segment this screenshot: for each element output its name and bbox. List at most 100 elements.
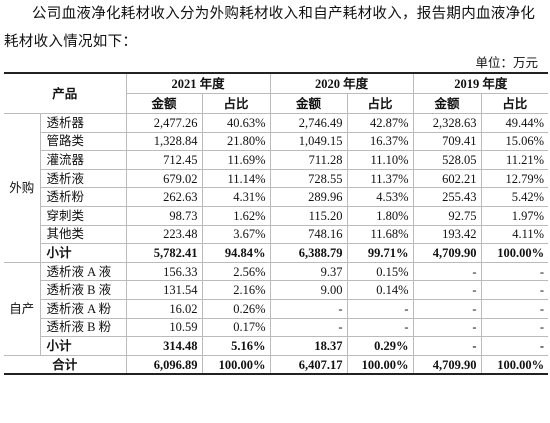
- cell: -: [346, 298, 414, 319]
- cell: 602.21: [412, 168, 482, 189]
- cell: 262.63: [125, 187, 203, 207]
- subtotal-label: 小计: [40, 243, 127, 263]
- data-row: 灌流器 712.45 11.69% 711.28 11.10% 528.05 11.21%: [4, 150, 549, 170]
- cell: 10.59: [125, 317, 203, 338]
- cell: 193.42: [412, 224, 482, 245]
- data-row: 其他类 223.48 3.67% 748.16 11.68% 193.42 4.11%: [4, 224, 549, 245]
- cell: 21.80%: [201, 131, 271, 152]
- header-product: 产品: [4, 72, 127, 114]
- cell: 6,388.79: [269, 243, 348, 263]
- cell: 4,709.90: [412, 354, 482, 376]
- cell: 11.68%: [346, 224, 414, 245]
- header-column: 金额: [269, 93, 348, 114]
- cell: 2.16%: [201, 280, 271, 300]
- cell: 4.31%: [201, 187, 271, 207]
- cell: -: [412, 317, 482, 338]
- header-column: 占比: [346, 93, 414, 114]
- data-row: 透析液 A 粉 16.02 0.26% - - - -: [4, 298, 549, 319]
- data-row: 透析液 B 粉 10.59 0.17% - - - -: [4, 317, 549, 338]
- cell: -: [480, 261, 549, 282]
- cell: 0.29%: [346, 336, 414, 356]
- cell: 100.00%: [346, 354, 414, 376]
- cell: 6,407.17: [269, 354, 348, 376]
- cell: 2,328.63: [412, 113, 482, 133]
- header-row: 金额 占比 金额 占比 金额 占比: [4, 93, 549, 114]
- cell: -: [346, 317, 414, 338]
- intro-text: 公司血液净化耗材收入分为外购耗材收入和自产耗材收入，报告期内血液净化耗材收入情况…: [4, 6, 536, 50]
- unit-label: 单位：万元: [475, 56, 538, 70]
- cell: 100.00%: [480, 354, 549, 376]
- cell: 9.37: [269, 261, 348, 282]
- header-year: 2021 年度: [125, 72, 271, 94]
- cell: 2,746.49: [269, 113, 348, 133]
- cell: -: [480, 336, 549, 356]
- cell: 100.00%: [480, 243, 549, 263]
- cell: 3.67%: [201, 224, 271, 245]
- cell: 42.87%: [346, 113, 414, 133]
- cell: 9.00: [269, 280, 348, 300]
- cell: 16.02: [125, 298, 203, 319]
- cell: 0.15%: [346, 261, 414, 282]
- header-year: 2019 年度: [412, 72, 549, 94]
- header-column: 占比: [201, 93, 271, 114]
- data-row: 外购 透析器 2,477.26 40.63% 2,746.49 42.87% 2,328.6…: [4, 113, 549, 263]
- cell: 679.02: [125, 168, 203, 189]
- cell: 131.54: [125, 280, 203, 300]
- product-name: 其他类: [40, 224, 127, 245]
- data-row: 透析液 679.02 11.14% 728.55 11.37% 602.21 12.79%: [4, 168, 549, 189]
- total-row: 合计 6,096.89 100.00% 6,407.17 100.00% 4,709.90…: [4, 354, 549, 376]
- cell: 11.10%: [346, 150, 414, 170]
- cell: 4.53%: [346, 187, 414, 207]
- revenue-table: 产品 2021 年度 2020 年度 2019 年度 金额 占比 金额 占比 金额 占比 外购 透析器…: [4, 72, 549, 376]
- subtotal-row: 小计 314.48 5.16% 18.37 0.29% - -: [4, 336, 549, 356]
- cell: -: [480, 298, 549, 319]
- cell: 16.37%: [346, 131, 414, 152]
- cell: 92.75: [412, 205, 482, 226]
- cell: 748.16: [269, 224, 348, 245]
- cell: -: [412, 261, 482, 282]
- cell: 2.56%: [201, 261, 271, 282]
- cell: 49.44%: [480, 113, 549, 133]
- product-name: 透析液 A 粉: [40, 298, 127, 319]
- subtotal-label: 小计: [40, 336, 127, 356]
- data-row: 穿刺类 98.73 1.62% 115.20 1.80% 92.75 1.97%: [4, 205, 549, 226]
- cell: 4,709.90: [412, 243, 482, 263]
- cell: 1.97%: [480, 205, 549, 226]
- cell: 18.37: [269, 336, 348, 356]
- cell: 115.20: [269, 205, 348, 226]
- product-name: 透析液 B 粉: [40, 317, 127, 338]
- cell: -: [269, 317, 348, 338]
- cell: -: [412, 336, 482, 356]
- cell: 11.69%: [201, 150, 271, 170]
- header-column: 占比: [480, 93, 549, 114]
- data-row: 管路类 1,328.84 21.80% 1,049.15 16.37% 709.41 15.…: [4, 131, 549, 152]
- cell: 156.33: [125, 261, 203, 282]
- cell: 255.43: [412, 187, 482, 207]
- cell: 0.26%: [201, 298, 271, 319]
- product-name: 透析器: [39, 113, 127, 133]
- group-label: 外购: [4, 113, 41, 263]
- cell: 728.55: [269, 168, 348, 189]
- cell: 5,782.41: [125, 243, 203, 263]
- cell: 100.00%: [201, 354, 271, 376]
- cell: 0.17%: [201, 317, 271, 338]
- cell: 289.96: [269, 187, 348, 207]
- cell: 98.73: [125, 205, 203, 226]
- cell: 528.05: [412, 150, 482, 170]
- cell: 6,096.89: [125, 354, 203, 376]
- cell: 94.84%: [201, 243, 271, 263]
- cell: -: [480, 317, 549, 338]
- cell: 1.80%: [346, 205, 414, 226]
- cell: -: [412, 298, 482, 319]
- cell: -: [412, 280, 482, 300]
- cell: 40.63%: [201, 113, 271, 133]
- cell: 2,477.26: [125, 113, 203, 133]
- cell: 5.16%: [201, 336, 271, 356]
- product-name: 灌流器: [40, 150, 127, 170]
- cell: 1.62%: [201, 205, 271, 226]
- cell: 709.41: [412, 131, 482, 152]
- cell: 4.11%: [480, 224, 549, 245]
- cell: 15.06%: [480, 131, 549, 152]
- header-column: 金额: [412, 93, 482, 114]
